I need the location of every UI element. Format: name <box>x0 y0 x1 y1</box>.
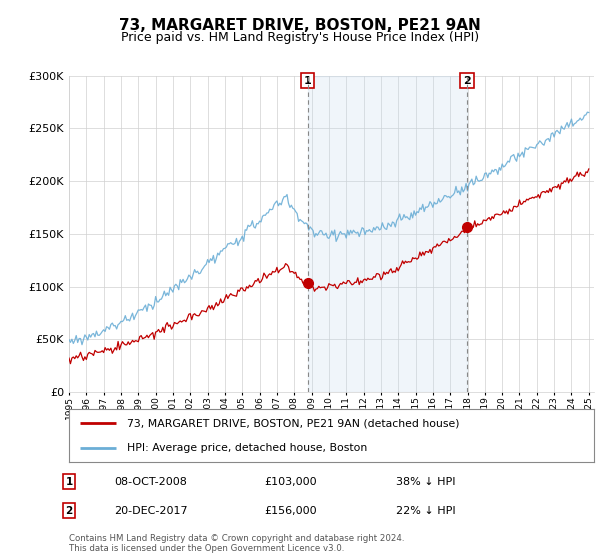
Text: Price paid vs. HM Land Registry's House Price Index (HPI): Price paid vs. HM Land Registry's House … <box>121 31 479 44</box>
Text: 1: 1 <box>304 76 311 86</box>
Text: 20-DEC-2017: 20-DEC-2017 <box>114 506 188 516</box>
Text: 38% ↓ HPI: 38% ↓ HPI <box>396 477 455 487</box>
Text: 2: 2 <box>65 506 73 516</box>
Text: 73, MARGARET DRIVE, BOSTON, PE21 9AN (detached house): 73, MARGARET DRIVE, BOSTON, PE21 9AN (de… <box>127 418 459 428</box>
Text: 22% ↓ HPI: 22% ↓ HPI <box>396 506 455 516</box>
Text: 1: 1 <box>65 477 73 487</box>
Bar <box>308 76 467 392</box>
Text: £156,000: £156,000 <box>264 506 317 516</box>
Text: Contains HM Land Registry data © Crown copyright and database right 2024.
This d: Contains HM Land Registry data © Crown c… <box>69 534 404 553</box>
Text: 73, MARGARET DRIVE, BOSTON, PE21 9AN: 73, MARGARET DRIVE, BOSTON, PE21 9AN <box>119 18 481 33</box>
Text: £103,000: £103,000 <box>264 477 317 487</box>
Text: 08-OCT-2008: 08-OCT-2008 <box>114 477 187 487</box>
Text: 2: 2 <box>463 76 471 86</box>
Text: HPI: Average price, detached house, Boston: HPI: Average price, detached house, Bost… <box>127 442 367 452</box>
